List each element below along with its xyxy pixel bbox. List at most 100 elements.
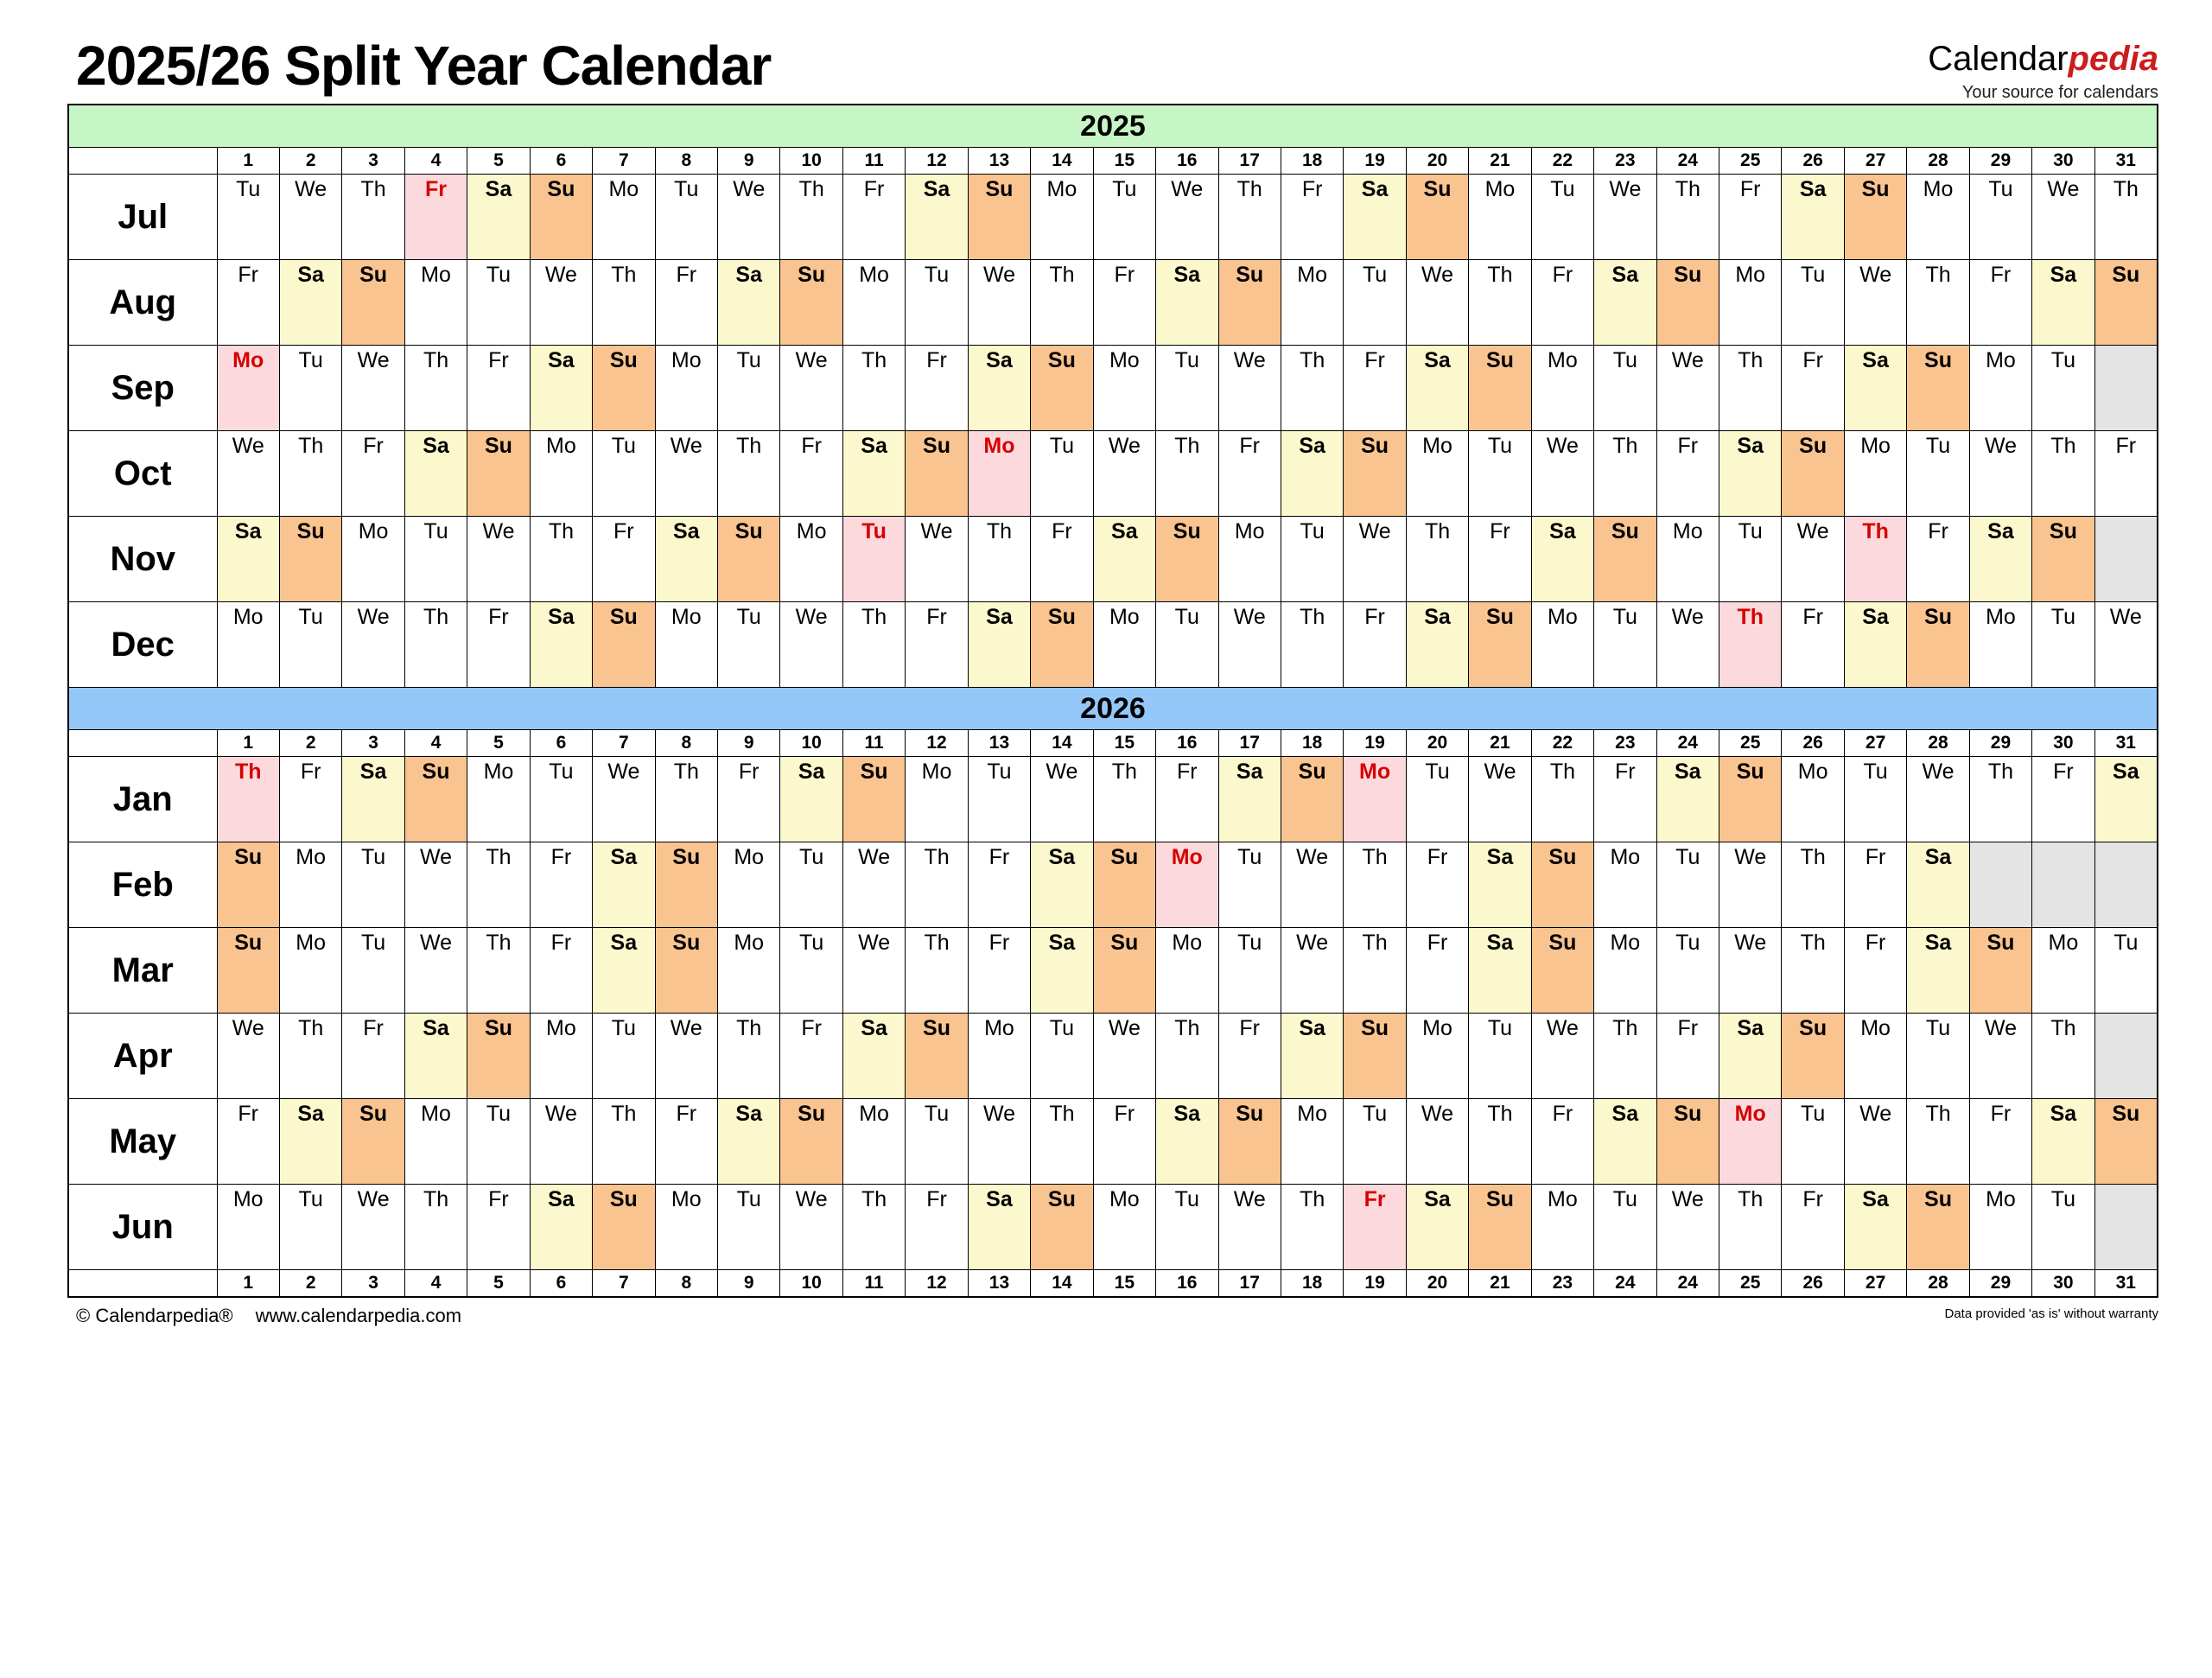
day-cell-jun-19[interactable]: Fr [1343,1184,1407,1270]
day-cell-sep-5[interactable]: Fr [467,345,531,431]
day-cell-jul-15[interactable]: Tu [1092,174,1157,260]
day-cell-sep-24[interactable]: We [1656,345,1720,431]
day-cell-mar-30[interactable]: Mo [2031,927,2095,1014]
day-cell-mar-16[interactable]: Mo [1155,927,1219,1014]
day-cell-jan-20[interactable]: Tu [1405,756,1470,842]
day-cell-feb-17[interactable]: Tu [1217,842,1281,928]
day-cell-aug-26[interactable]: Tu [1781,259,1845,346]
day-cell-jul-10[interactable]: Th [779,174,843,260]
day-cell-sep-25[interactable]: Th [1718,345,1783,431]
day-cell-mar-9[interactable]: Mo [716,927,781,1014]
day-cell-nov-30[interactable]: Su [2031,516,2095,602]
day-cell-apr-21[interactable]: Tu [1468,1013,1532,1099]
day-cell-aug-9[interactable]: Sa [716,259,781,346]
day-cell-apr-4[interactable]: Sa [404,1013,468,1099]
day-cell-jun-2[interactable]: Tu [278,1184,343,1270]
day-cell-sep-26[interactable]: Fr [1781,345,1845,431]
day-cell-nov-29[interactable]: Sa [1968,516,2033,602]
day-cell-jul-19[interactable]: Sa [1343,174,1407,260]
day-cell-nov-15[interactable]: Sa [1092,516,1157,602]
day-cell-sep-18[interactable]: Th [1280,345,1344,431]
day-cell-oct-8[interactable]: We [654,430,719,517]
day-cell-mar-1[interactable]: Su [216,927,280,1014]
day-cell-dec-6[interactable]: Sa [529,601,594,688]
day-cell-jan-23[interactable]: Fr [1593,756,1657,842]
day-cell-mar-11[interactable]: We [842,927,906,1014]
day-cell-jan-18[interactable]: Su [1280,756,1344,842]
day-cell-feb-21[interactable]: Sa [1468,842,1532,928]
day-cell-may-12[interactable]: Tu [905,1098,969,1185]
day-cell-aug-17[interactable]: Su [1217,259,1281,346]
day-cell-may-2[interactable]: Sa [278,1098,343,1185]
day-cell-oct-16[interactable]: Th [1155,430,1219,517]
day-cell-jan-26[interactable]: Mo [1781,756,1845,842]
day-cell-jun-29[interactable]: Mo [1968,1184,2033,1270]
day-cell-jul-25[interactable]: Fr [1718,174,1783,260]
day-cell-aug-14[interactable]: Th [1030,259,1094,346]
day-cell-jul-1[interactable]: Tu [216,174,280,260]
day-cell-jan-29[interactable]: Th [1968,756,2033,842]
day-cell-may-20[interactable]: We [1405,1098,1470,1185]
day-cell-aug-20[interactable]: We [1405,259,1470,346]
day-cell-aug-19[interactable]: Tu [1343,259,1407,346]
day-cell-sep-9[interactable]: Tu [716,345,781,431]
day-cell-jul-16[interactable]: We [1155,174,1219,260]
day-cell-dec-15[interactable]: Mo [1092,601,1157,688]
day-cell-jan-3[interactable]: Sa [341,756,405,842]
day-cell-apr-14[interactable]: Tu [1030,1013,1094,1099]
day-cell-may-1[interactable]: Fr [216,1098,280,1185]
day-cell-jul-14[interactable]: Mo [1030,174,1094,260]
day-cell-oct-18[interactable]: Sa [1280,430,1344,517]
day-cell-dec-4[interactable]: Th [404,601,468,688]
day-cell-jan-13[interactable]: Tu [967,756,1032,842]
day-cell-oct-5[interactable]: Su [467,430,531,517]
day-cell-nov-26[interactable]: We [1781,516,1845,602]
day-cell-jun-6[interactable]: Sa [529,1184,594,1270]
day-cell-jun-11[interactable]: Th [842,1184,906,1270]
day-cell-apr-5[interactable]: Su [467,1013,531,1099]
day-cell-may-19[interactable]: Tu [1343,1098,1407,1185]
day-cell-mar-14[interactable]: Sa [1030,927,1094,1014]
day-cell-jan-9[interactable]: Fr [716,756,781,842]
day-cell-sep-4[interactable]: Th [404,345,468,431]
day-cell-feb-14[interactable]: Sa [1030,842,1094,928]
day-cell-mar-24[interactable]: Tu [1656,927,1720,1014]
day-cell-may-31[interactable]: Su [2094,1098,2158,1185]
day-cell-jun-22[interactable]: Mo [1530,1184,1595,1270]
day-cell-sep-2[interactable]: Tu [278,345,343,431]
day-cell-jul-30[interactable]: We [2031,174,2095,260]
day-cell-may-8[interactable]: Fr [654,1098,719,1185]
day-cell-jan-5[interactable]: Mo [467,756,531,842]
day-cell-jan-14[interactable]: We [1030,756,1094,842]
day-cell-oct-31[interactable]: Fr [2094,430,2158,517]
day-cell-jun-16[interactable]: Tu [1155,1184,1219,1270]
day-cell-jan-11[interactable]: Su [842,756,906,842]
day-cell-jul-17[interactable]: Th [1217,174,1281,260]
day-cell-dec-27[interactable]: Sa [1843,601,1908,688]
day-cell-jan-10[interactable]: Sa [779,756,843,842]
day-cell-mar-31[interactable]: Tu [2094,927,2158,1014]
day-cell-jun-23[interactable]: Tu [1593,1184,1657,1270]
day-cell-oct-26[interactable]: Su [1781,430,1845,517]
day-cell-nov-23[interactable]: Su [1593,516,1657,602]
day-cell-jun-7[interactable]: Su [592,1184,656,1270]
day-cell-nov-16[interactable]: Su [1155,516,1219,602]
day-cell-dec-10[interactable]: We [779,601,843,688]
day-cell-nov-5[interactable]: We [467,516,531,602]
day-cell-may-28[interactable]: Th [1906,1098,1970,1185]
day-cell-mar-13[interactable]: Fr [967,927,1032,1014]
day-cell-aug-28[interactable]: Th [1906,259,1970,346]
day-cell-aug-6[interactable]: We [529,259,594,346]
day-cell-dec-2[interactable]: Tu [278,601,343,688]
day-cell-aug-10[interactable]: Su [779,259,843,346]
day-cell-sep-6[interactable]: Sa [529,345,594,431]
day-cell-aug-30[interactable]: Sa [2031,259,2095,346]
day-cell-dec-5[interactable]: Fr [467,601,531,688]
day-cell-jul-21[interactable]: Mo [1468,174,1532,260]
day-cell-apr-22[interactable]: We [1530,1013,1595,1099]
day-cell-jun-3[interactable]: We [341,1184,405,1270]
day-cell-jan-2[interactable]: Fr [278,756,343,842]
day-cell-mar-25[interactable]: We [1718,927,1783,1014]
day-cell-sep-1[interactable]: Mo [216,345,280,431]
day-cell-jul-31[interactable]: Th [2094,174,2158,260]
